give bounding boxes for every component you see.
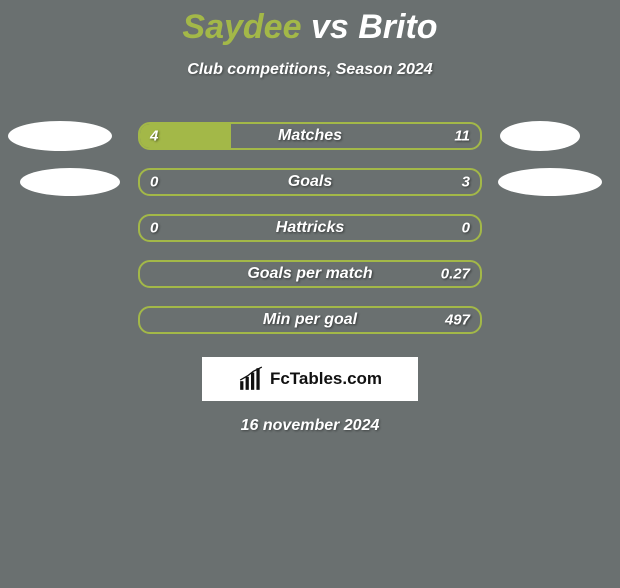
subtitle: Club competitions, Season 2024 bbox=[0, 61, 620, 79]
stat-value-right: 0 bbox=[462, 220, 470, 237]
stat-value-right: 0.27 bbox=[441, 266, 470, 283]
stat-value-left: 0 bbox=[150, 220, 158, 237]
stat-label: Min per goal bbox=[263, 311, 357, 329]
stat-row: 0 Goals 3 bbox=[0, 159, 620, 205]
decorative-ellipse bbox=[20, 168, 120, 196]
stat-bar-track: Min per goal 497 bbox=[138, 306, 482, 334]
date-text: 16 november 2024 bbox=[0, 417, 620, 435]
stat-label: Goals bbox=[288, 173, 332, 191]
fctables-logo-icon bbox=[238, 366, 264, 392]
stat-value-left: 4 bbox=[150, 128, 158, 145]
stat-label: Matches bbox=[278, 127, 342, 145]
fctables-badge-text: FcTables.com bbox=[270, 369, 382, 389]
decorative-ellipse bbox=[498, 168, 602, 196]
stat-bar-track: 4 Matches 11 bbox=[138, 122, 482, 150]
stat-value-right: 3 bbox=[462, 174, 470, 191]
stat-label: Goals per match bbox=[247, 265, 372, 283]
decorative-ellipse bbox=[500, 121, 580, 151]
stat-row: Min per goal 497 bbox=[0, 297, 620, 343]
stat-value-right: 11 bbox=[454, 128, 470, 145]
stat-label: Hattricks bbox=[276, 219, 344, 237]
stat-row: 4 Matches 11 bbox=[0, 113, 620, 159]
comparison-title: Saydee vs Brito bbox=[0, 8, 620, 47]
stat-value-left: 0 bbox=[150, 174, 158, 191]
stat-bar-track: 0 Hattricks 0 bbox=[138, 214, 482, 242]
stat-row: Goals per match 0.27 bbox=[0, 251, 620, 297]
vs-text: vs bbox=[311, 8, 349, 46]
stat-bar-track: 0 Goals 3 bbox=[138, 168, 482, 196]
decorative-ellipse bbox=[8, 121, 112, 151]
fctables-badge: FcTables.com bbox=[202, 357, 418, 401]
player1-name: Saydee bbox=[182, 8, 301, 46]
stat-row: 0 Hattricks 0 bbox=[0, 205, 620, 251]
comparison-chart: 4 Matches 11 0 Goals 3 0 Hattricks 0 Goals per ma… bbox=[0, 113, 620, 343]
stat-bar-track: Goals per match 0.27 bbox=[138, 260, 482, 288]
stat-value-right: 497 bbox=[445, 312, 470, 329]
player2-name: Brito bbox=[358, 8, 437, 46]
